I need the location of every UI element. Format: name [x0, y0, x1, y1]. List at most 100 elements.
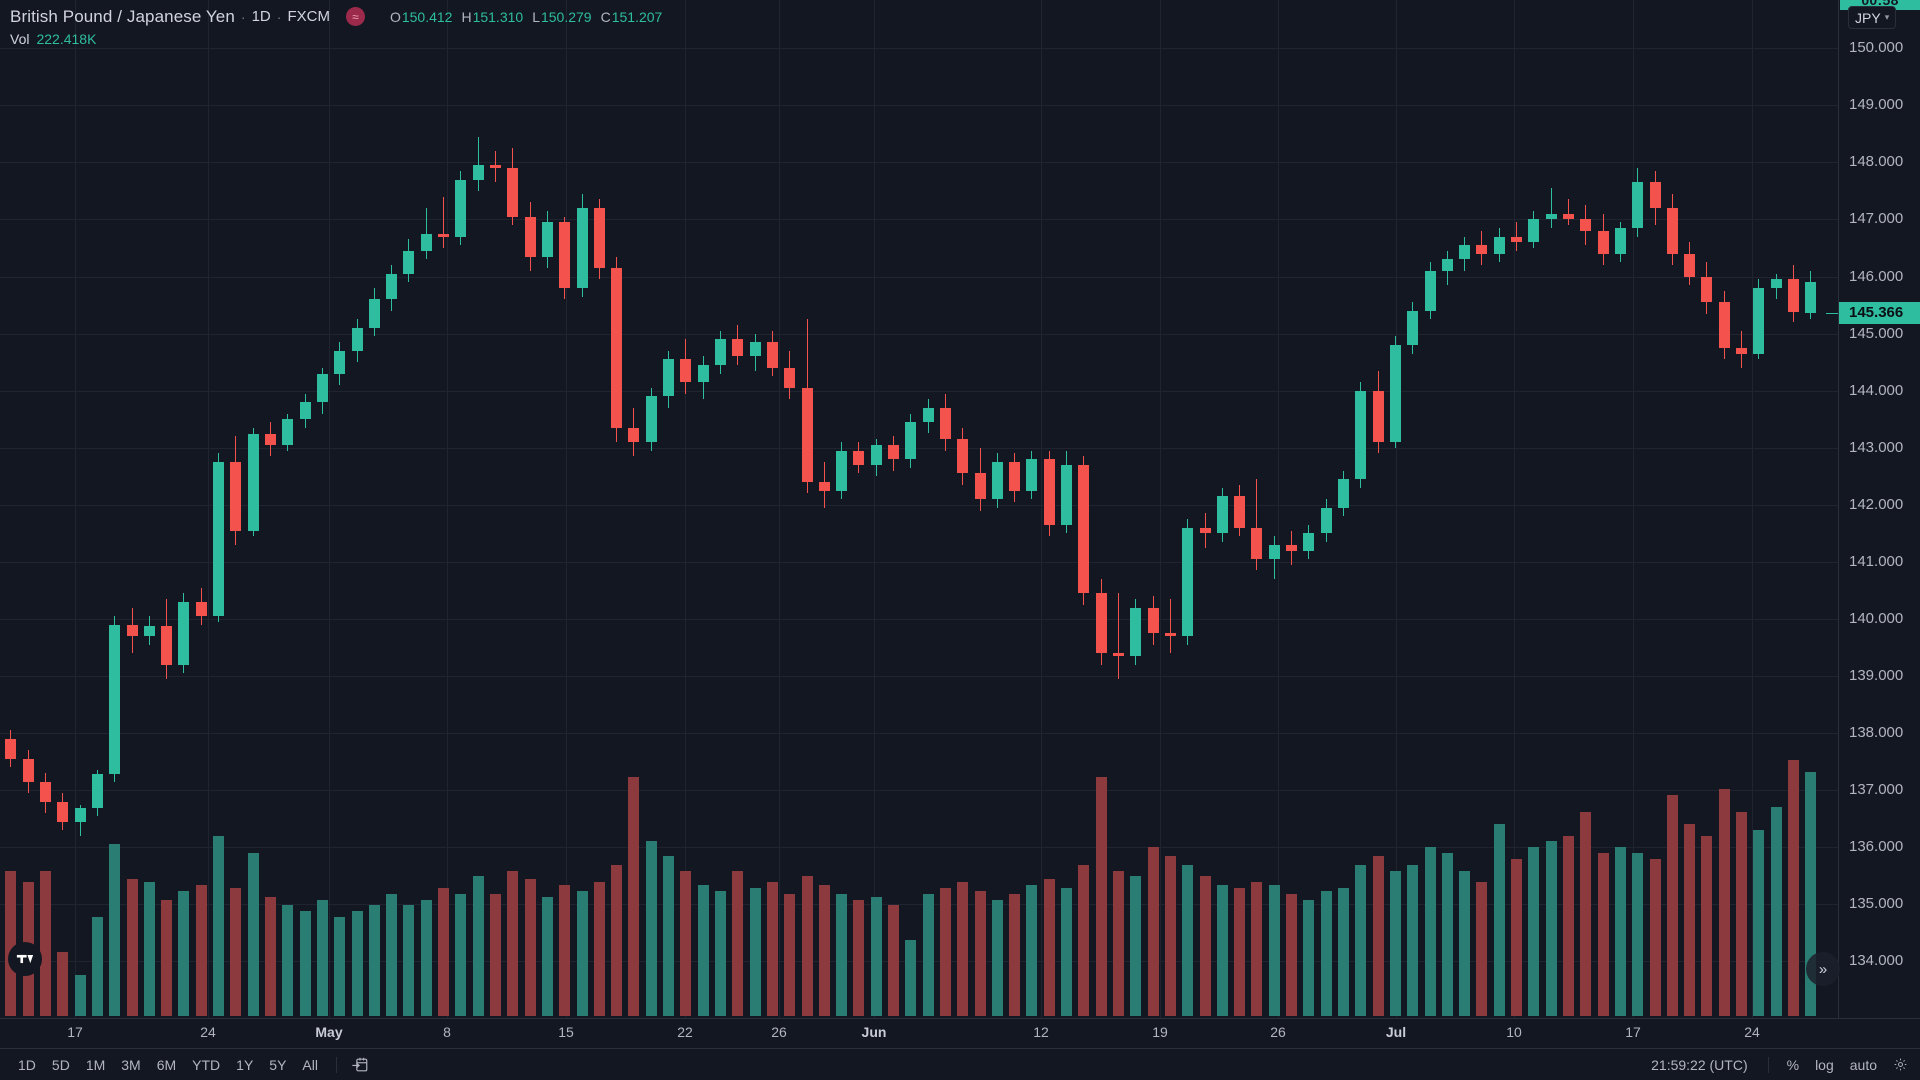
time-tick-label: 22: [677, 1024, 693, 1040]
range-button-all[interactable]: All: [302, 1056, 318, 1073]
gridline-horizontal: [0, 505, 1838, 506]
gear-icon[interactable]: [1893, 1057, 1908, 1072]
time-axis[interactable]: 17 24 May 8 15 22 26 Jun 12 19 26 Jul 10 17 24: [0, 1018, 1920, 1048]
candle-body: [559, 222, 570, 288]
range-button-1m[interactable]: 1M: [85, 1056, 106, 1073]
volume-bar: [1494, 824, 1505, 1016]
volume-bar: [1251, 882, 1262, 1016]
candle-body: [888, 444, 899, 460]
range-button-1y[interactable]: 1Y: [236, 1056, 254, 1073]
price-tick-label: 138.000: [1849, 724, 1904, 742]
range-button-5d[interactable]: 5D: [51, 1056, 70, 1073]
volume-bar: [1234, 888, 1245, 1016]
volume-bar: [888, 905, 899, 1016]
candle-body: [23, 758, 34, 782]
volume-bar: [1407, 864, 1418, 1016]
toolbar-right-group: 21:59:22 (UTC) % log auto: [1651, 1054, 1920, 1076]
candle-body: [196, 601, 207, 617]
volume-bar: [178, 890, 189, 1016]
double-chevron-right-icon[interactable]: »: [1806, 952, 1840, 986]
candle-body: [577, 208, 588, 288]
volume-bar: [1321, 890, 1332, 1016]
candle-body: [1321, 507, 1332, 534]
volume-bar: [1286, 893, 1297, 1016]
volume-bar: [109, 844, 120, 1016]
time-tick-label: May: [315, 1024, 343, 1040]
calendar-goto-icon[interactable]: [347, 1056, 373, 1074]
candle-wick: [1118, 593, 1119, 679]
volume-bar: [1788, 760, 1799, 1016]
price-tick-label: 141.000: [1849, 552, 1904, 570]
volume-bar: [1338, 888, 1349, 1016]
chart-pane[interactable]: [0, 0, 1838, 1018]
candle-body: [784, 367, 795, 388]
volume-bar: [265, 896, 276, 1016]
auto-scale-button[interactable]: auto: [1849, 1056, 1877, 1073]
candle-wick: [1256, 479, 1257, 571]
volume-bar: [473, 876, 484, 1016]
tradingview-logo-icon[interactable]: [8, 942, 42, 976]
volume-bar: [1650, 858, 1661, 1016]
candle-body: [905, 422, 916, 460]
volume-bar: [1546, 841, 1557, 1016]
volume-bar: [57, 952, 68, 1016]
candle-body: [161, 625, 172, 665]
range-button-3m[interactable]: 3M: [121, 1056, 141, 1073]
log-scale-button[interactable]: log: [1815, 1056, 1834, 1073]
volume-bar: [403, 905, 414, 1016]
range-button-1d[interactable]: 1D: [18, 1056, 36, 1073]
gridline-vertical: [75, 0, 76, 1018]
volume-bar: [819, 885, 830, 1016]
time-tick-label: 10: [1506, 1024, 1522, 1040]
gridline-horizontal: [0, 105, 1838, 106]
volume-bar: [1269, 885, 1280, 1016]
currency-selector[interactable]: JPY ▾: [1848, 6, 1897, 29]
volume-bar: [957, 882, 968, 1016]
price-tick-label: 149.000: [1849, 96, 1904, 114]
range-button-5y[interactable]: 5Y: [269, 1056, 287, 1073]
volume-bar: [559, 885, 570, 1016]
volume-bar: [1753, 829, 1764, 1016]
candle-body: [92, 774, 103, 809]
volume-bar: [1148, 847, 1159, 1016]
range-button-6m[interactable]: 6M: [156, 1056, 177, 1073]
volume-bar: [992, 899, 1003, 1016]
candle-body: [490, 165, 501, 169]
volume-bar: [1442, 853, 1453, 1016]
volume-bar: [334, 917, 345, 1016]
volume-bar: [230, 888, 241, 1016]
volume-bar: [455, 893, 466, 1016]
volume-bar: [1078, 864, 1089, 1016]
percent-scale-button[interactable]: %: [1786, 1056, 1800, 1073]
range-button-ytd[interactable]: YTD: [192, 1056, 221, 1073]
candle-body: [300, 402, 311, 420]
volume-bar: [1390, 870, 1401, 1016]
volume-bar: [1355, 864, 1366, 1016]
gridline-horizontal: [0, 961, 1838, 962]
candle-body: [594, 208, 605, 268]
candle-body: [1165, 633, 1176, 637]
volume-bar: [663, 856, 674, 1016]
time-tick-label: 8: [443, 1024, 451, 1040]
candle-body: [525, 216, 536, 257]
volume-bar: [1217, 885, 1228, 1016]
volume-bar: [905, 940, 916, 1016]
gridline-horizontal: [0, 162, 1838, 163]
gridline-horizontal: [0, 904, 1838, 905]
volume-bar: [438, 888, 449, 1016]
current-price-marker: [1826, 313, 1838, 314]
volume-bar: [196, 885, 207, 1016]
gridline-vertical: [874, 0, 875, 1018]
candle-body: [282, 419, 293, 445]
candle-body: [1182, 527, 1193, 637]
candlestick-plot: [5, 136, 1838, 1016]
candle-body: [802, 387, 813, 483]
gridline-horizontal: [0, 48, 1838, 49]
time-tick-label: 26: [1270, 1024, 1286, 1040]
gridline-vertical: [1278, 0, 1279, 1018]
price-tick-label: 140.000: [1849, 610, 1904, 627]
candle-body: [1494, 236, 1505, 254]
candle-body: [1719, 302, 1730, 348]
toolbar-divider-1: [335, 1056, 337, 1073]
price-axis[interactable]: 00:58 JPY ▾ 150.000 149.000 148.000 147.000…: [1838, 0, 1920, 1018]
